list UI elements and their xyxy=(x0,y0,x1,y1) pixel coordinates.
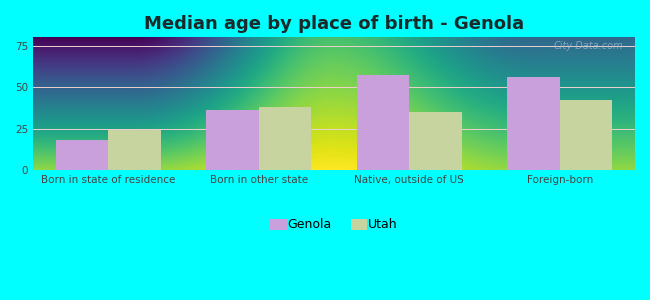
Bar xyxy=(357,76,410,170)
Bar xyxy=(560,100,612,170)
Bar xyxy=(109,130,161,170)
Bar xyxy=(206,110,259,170)
Bar xyxy=(507,77,560,170)
Bar xyxy=(410,112,462,170)
Bar xyxy=(56,140,109,170)
Title: Median age by place of birth - Genola: Median age by place of birth - Genola xyxy=(144,15,524,33)
Text: City-Data.com: City-Data.com xyxy=(553,41,623,51)
Bar xyxy=(259,107,311,170)
Legend: Genola, Utah: Genola, Utah xyxy=(265,214,403,236)
